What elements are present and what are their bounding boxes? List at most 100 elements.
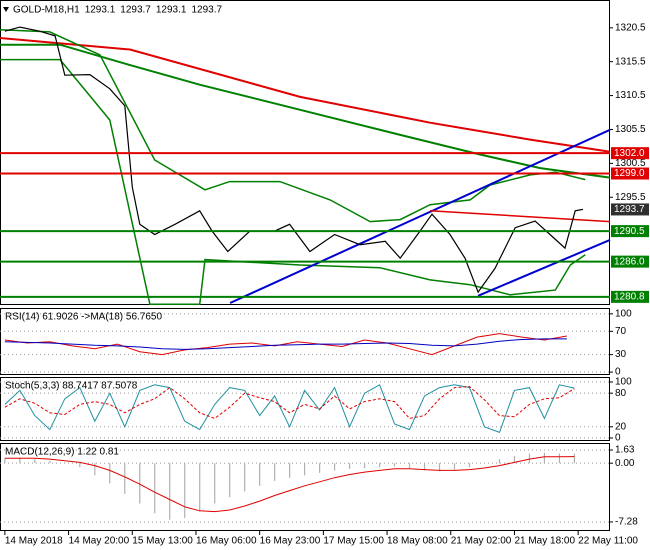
series-line	[4, 384, 575, 434]
x-tick-label: 21 May 02:00	[451, 536, 512, 547]
level-label: 1299.0	[614, 168, 645, 179]
histogram-bar	[363, 463, 366, 469]
histogram-bar	[259, 463, 261, 486]
level-label: 1280.8	[614, 292, 645, 303]
series-line	[4, 333, 567, 356]
series-line	[477, 238, 611, 297]
histogram-bar	[34, 459, 36, 464]
x-tick-label: 16 May 06:00	[196, 536, 257, 547]
y-tick-label: 0	[615, 433, 621, 444]
x-tick-label: 15 May 13:00	[132, 536, 193, 547]
level-label-box	[611, 147, 649, 160]
y-tick-label: 1320.5	[615, 22, 646, 33]
histogram-bar	[19, 457, 21, 464]
x-tick-label: 18 May 08:00	[387, 536, 448, 547]
histogram-bar	[79, 463, 81, 468]
histogram-bar	[49, 460, 51, 464]
histogram-bar	[274, 463, 276, 481]
level-label: 1286.0	[614, 256, 645, 267]
histogram-bar	[378, 463, 381, 468]
histogram-bar	[199, 463, 201, 512]
histogram-bar	[124, 463, 126, 494]
series-line	[0, 37, 611, 153]
histogram-bar	[348, 463, 351, 469]
histogram-bar	[244, 463, 246, 492]
series-line	[0, 58, 586, 306]
panel-frame	[0, 308, 610, 375]
histogram-bar	[184, 463, 186, 519]
series-line	[4, 338, 567, 350]
x-tick-label: 14 May 2018	[5, 536, 63, 547]
series-line	[0, 29, 586, 223]
y-tick-label: 70	[615, 326, 627, 337]
histogram-bar	[528, 453, 531, 464]
y-tick-label: 1.63	[615, 445, 635, 456]
series-line	[4, 385, 575, 419]
y-tick-label: 80	[615, 388, 627, 399]
histogram-bar	[408, 463, 411, 469]
histogram-bar	[423, 463, 426, 471]
y-tick-label: 1310.5	[615, 90, 646, 101]
ohlc-value: 1293.1	[85, 5, 116, 16]
histogram-bar	[334, 463, 336, 471]
panel-frame	[0, 377, 610, 441]
series-line	[4, 26, 584, 294]
panel-frame	[0, 443, 610, 531]
series-line	[0, 43, 611, 179]
series-line	[4, 456, 575, 513]
histogram-bar	[139, 463, 141, 504]
y-tick-label: 100	[615, 377, 632, 388]
histogram-bar	[558, 453, 561, 464]
ohlc-value: 1293.7	[120, 5, 151, 16]
y-tick-label: 1315.5	[615, 56, 646, 67]
x-tick-label: 17 May 15:00	[323, 536, 384, 547]
level-label-box	[611, 225, 649, 238]
histogram-bar	[453, 463, 456, 470]
histogram-bar	[498, 459, 501, 464]
y-tick-label: 30	[615, 349, 627, 360]
last-price-box	[611, 203, 649, 216]
level-label-box	[611, 255, 649, 268]
menu-arrow[interactable]	[3, 7, 9, 12]
histogram-bar	[109, 463, 111, 484]
panel-title: Stoch(5,3,3) 88.7417 87.5078	[5, 381, 138, 392]
level-label: 1290.5	[614, 226, 645, 237]
x-tick-label: 22 May 11:00	[578, 536, 638, 547]
x-tick-label: 16 May 23:00	[260, 536, 321, 547]
histogram-bar	[4, 458, 6, 464]
histogram-bar	[573, 453, 576, 464]
y-tick-label: 1300.5	[615, 158, 646, 169]
panel-title: RSI(14) 61.9026 ->MA(18) 56.7650	[5, 312, 162, 323]
histogram-bar	[319, 463, 321, 473]
histogram-bar	[64, 462, 66, 464]
histogram-bar	[543, 452, 546, 464]
y-tick-label: 0.00	[615, 458, 635, 469]
level-label-box	[611, 167, 649, 180]
histogram-bar	[214, 463, 216, 504]
x-tick-label: 14 May 20:00	[69, 536, 130, 547]
histogram-bar	[289, 463, 291, 478]
y-tick-label: 20	[615, 421, 627, 432]
histogram-bar	[94, 463, 96, 476]
last-price-label: 1293.7	[614, 204, 645, 215]
histogram-bar	[468, 463, 471, 468]
histogram-bar	[393, 463, 396, 467]
histogram-bar	[304, 463, 306, 476]
level-label-box	[611, 290, 649, 303]
y-tick-label: 100	[615, 308, 632, 319]
y-tick-label: 0	[615, 367, 621, 378]
ohlc-value: 1293.7	[191, 5, 222, 16]
histogram-bar	[513, 455, 516, 464]
chart-title: GOLD-M18,H1	[13, 5, 80, 16]
y-tick-label: 1295.5	[615, 192, 646, 203]
histogram-bar	[169, 463, 171, 520]
panel-title: MACD(12,26,9) 1.22 0.81	[5, 447, 119, 458]
histogram-bar	[438, 463, 441, 472]
series-line	[229, 128, 611, 304]
x-tick-label: 21 May 18:00	[514, 536, 575, 547]
level-label: 1302.0	[614, 148, 645, 159]
y-tick-label: -7.28	[615, 517, 638, 528]
series-line	[430, 210, 611, 223]
